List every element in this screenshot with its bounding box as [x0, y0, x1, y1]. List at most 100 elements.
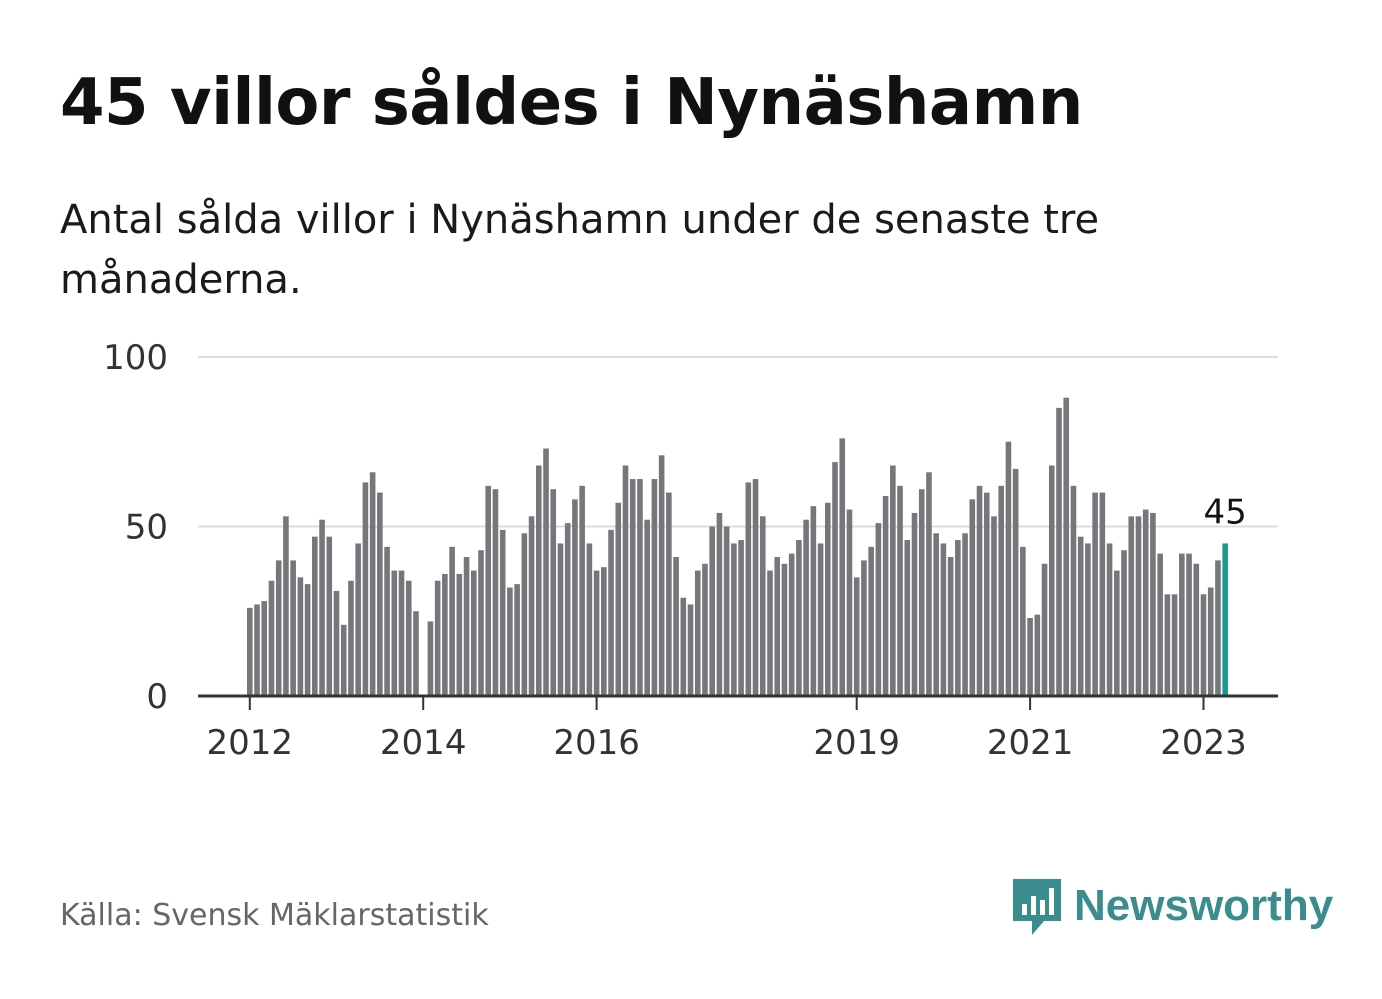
- bar: [470, 570, 477, 696]
- bar: [1048, 465, 1055, 696]
- bar: [1012, 468, 1019, 696]
- bar: [817, 543, 824, 696]
- bar: [738, 540, 744, 696]
- bar: [1020, 546, 1026, 696]
- bar: [1200, 594, 1207, 696]
- bar: [579, 485, 585, 696]
- bar: [297, 577, 304, 696]
- bar: [702, 563, 708, 696]
- bar: [514, 584, 520, 696]
- bar: [528, 516, 535, 696]
- y-tick-label-100: 100: [103, 338, 168, 378]
- bar: [759, 516, 766, 696]
- bar: [1186, 553, 1192, 696]
- bar: [622, 465, 629, 696]
- y-tick-label-0: 0: [146, 677, 168, 717]
- bar: [637, 479, 643, 696]
- bar: [1215, 560, 1221, 696]
- bar: [825, 502, 831, 696]
- bar: [507, 587, 513, 696]
- chart-title: 45 villor såldes i Nynäshamn: [60, 66, 1083, 140]
- bar: [918, 489, 925, 696]
- bar: [521, 533, 528, 696]
- x-axis-ticks: 2012 2014 2016 2019 2021 2023: [207, 696, 1247, 763]
- bar: [1041, 563, 1048, 696]
- bar: [716, 512, 723, 696]
- bar: [275, 560, 282, 696]
- bar: [680, 597, 687, 696]
- bar: [1179, 553, 1185, 696]
- bar: [651, 479, 658, 696]
- bar: [897, 485, 903, 696]
- bar: [904, 540, 911, 696]
- bar-latest: [1222, 543, 1228, 696]
- bar: [362, 482, 369, 696]
- bar: [340, 624, 347, 696]
- bar: [413, 611, 419, 696]
- bar: [312, 536, 318, 696]
- bar: [550, 489, 557, 696]
- bar: [1150, 512, 1156, 696]
- bar: [283, 516, 289, 696]
- x-tick-label-2014: 2014: [380, 723, 467, 763]
- bar: [1070, 485, 1077, 696]
- bar: [1207, 587, 1214, 696]
- bar: [1056, 407, 1062, 696]
- bar: [478, 550, 484, 696]
- bar: [1099, 492, 1106, 696]
- bar: [940, 543, 947, 696]
- x-tick-label-2012: 2012: [207, 723, 294, 763]
- bar: [1034, 614, 1041, 696]
- bar: [499, 529, 506, 696]
- bar: [247, 607, 253, 696]
- bar: [492, 489, 499, 696]
- bar: [290, 560, 296, 696]
- bar: [1193, 563, 1200, 696]
- bar: [1157, 553, 1163, 696]
- source-text: Källa: Svensk Mäklarstatistik: [60, 898, 489, 933]
- chart-subtitle: Antal sålda villor i Nynäshamn under de …: [60, 197, 1100, 303]
- bar: [1171, 594, 1178, 696]
- bar: [788, 553, 795, 696]
- bar: [926, 472, 932, 696]
- bar: [1114, 570, 1120, 696]
- bar: [644, 519, 650, 696]
- bar: [846, 509, 853, 696]
- x-tick-label-2019: 2019: [813, 723, 900, 763]
- bar: [355, 543, 361, 696]
- bar: [911, 512, 918, 696]
- bar: [998, 485, 1004, 696]
- bar: [333, 590, 340, 696]
- bar: [261, 601, 268, 696]
- bar: [890, 465, 896, 696]
- bar: [861, 560, 867, 696]
- newsworthy-logo-icon: [1013, 879, 1061, 935]
- bar: [463, 557, 470, 696]
- bar: [955, 540, 961, 696]
- bar: [326, 536, 333, 696]
- bar: [449, 546, 455, 696]
- bar: [875, 523, 882, 696]
- bar: [803, 519, 809, 696]
- bar: [796, 540, 802, 696]
- bar: [369, 472, 376, 696]
- x-tick-label-2023: 2023: [1160, 723, 1247, 763]
- bar: [882, 495, 889, 696]
- bar: [1121, 550, 1127, 696]
- bar: [839, 438, 846, 696]
- bar: [947, 557, 954, 696]
- bar: [933, 533, 939, 696]
- bar: [254, 604, 260, 696]
- latest-value-label: 45: [1204, 492, 1247, 532]
- bar: [629, 479, 636, 696]
- bar: [1164, 594, 1171, 696]
- bar-chart: 0 50 100 2012 2014 2016 2019 2021 2023 45: [103, 338, 1278, 763]
- bar: [1085, 543, 1091, 696]
- bar: [991, 516, 997, 696]
- bar: [752, 479, 759, 696]
- bar: [391, 570, 398, 696]
- bar: [1027, 618, 1033, 696]
- bar: [543, 448, 549, 696]
- bar: [586, 543, 593, 696]
- bar: [723, 526, 730, 696]
